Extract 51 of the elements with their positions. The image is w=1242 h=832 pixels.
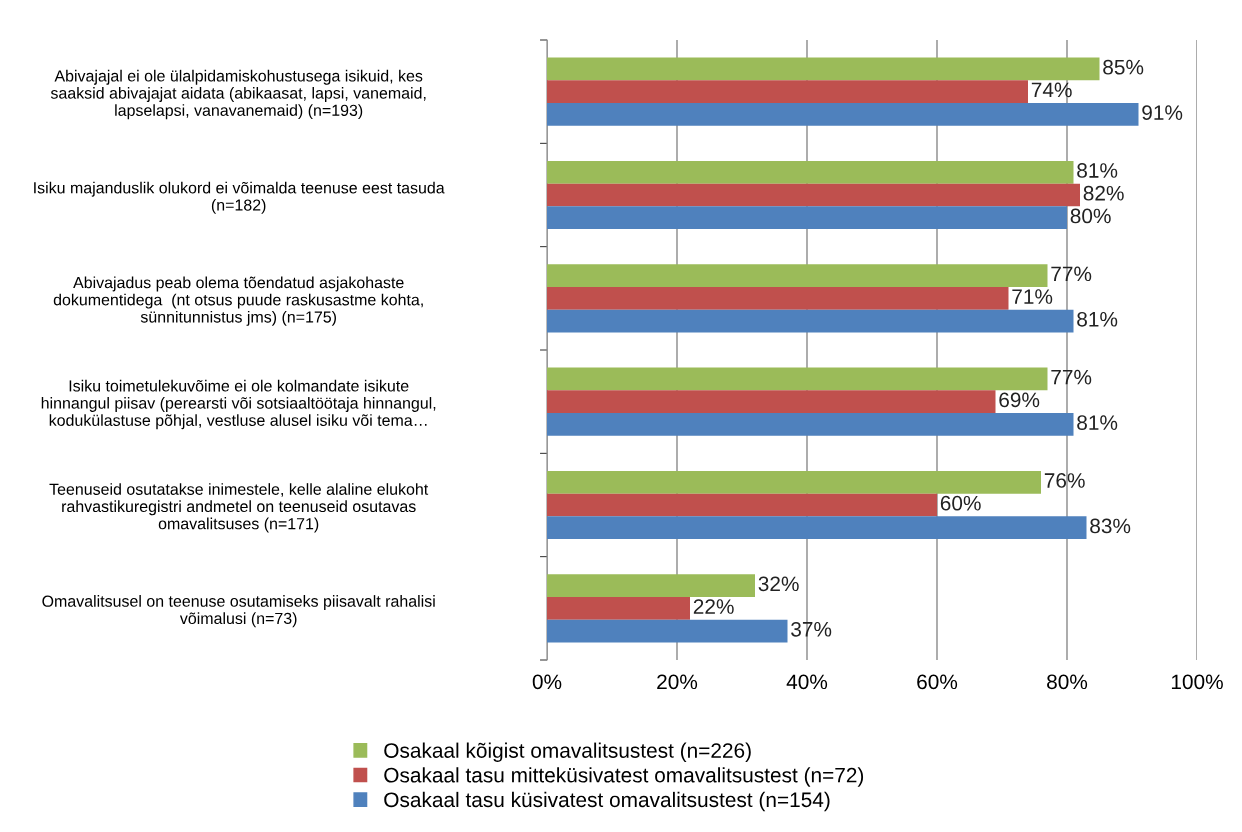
data-label: 71% bbox=[1012, 289, 1053, 304]
bar bbox=[547, 367, 1048, 391]
bar bbox=[547, 80, 1028, 104]
y-tick-label: Abivajadus peab olema tõendatud asjakohaste dokumentidega (nt otsus puude raskusastme kohta, sünnitunnistus jms) (n=175) bbox=[53, 276, 423, 326]
data-label: 81% bbox=[1077, 311, 1118, 327]
data-label: 74% bbox=[1031, 82, 1072, 98]
bar bbox=[547, 183, 1080, 207]
bar bbox=[547, 574, 755, 597]
data-label: 60% bbox=[940, 495, 981, 511]
bar bbox=[547, 160, 1074, 184]
data-label: 82% bbox=[1083, 185, 1124, 201]
legend-label: Osakaal kõigist omavalitsustest (n=226) bbox=[384, 742, 751, 763]
y-tick-label: Abivajajal ei ole ülalpidamiskohustusega isikuid, kes saaksid abivajajat aidata (abikaasat, lapsi, vanemaid, lapselapsi, vanavanemaid) (n=193) bbox=[50, 69, 426, 120]
bar bbox=[547, 286, 1009, 310]
x-tick-label: 80% bbox=[1047, 674, 1088, 690]
x-tick-label: 0% bbox=[532, 674, 562, 690]
bar bbox=[547, 103, 1139, 126]
data-label: 22% bbox=[693, 599, 734, 614]
y-tick-label: Isiku toimetulekuvõime ei ole kolmandate isikute hinnangul piisav (perearsti või sotsiaaltöötaja hinnangul, kodukülastuse põhjal, vestluse alusel isiku või tema… bbox=[41, 379, 436, 430]
bar bbox=[547, 413, 1074, 436]
data-label: 81% bbox=[1077, 415, 1118, 430]
data-label: 81% bbox=[1077, 163, 1118, 178]
bar bbox=[547, 516, 1087, 540]
legend-label: Osakaal tasu küsivatest omavalitsustest (n=154) bbox=[384, 791, 830, 812]
bar bbox=[547, 206, 1067, 230]
data-label: 32% bbox=[758, 576, 799, 592]
y-tick-label: Omavalitsusel on teenuse osutamiseks piisavalt rahalisi võimalusi (n=73) bbox=[42, 595, 435, 628]
x-tick-label: 100% bbox=[1171, 674, 1223, 690]
y-tick-label: Teenuseid osutatakse inimestele, kelle alaline elukoht rahvastikuregistri andmetel on teenuseid osutavas omavalitsuses (n=171) bbox=[49, 483, 429, 533]
data-label: 76% bbox=[1044, 473, 1085, 488]
bar bbox=[547, 390, 996, 414]
bar bbox=[547, 57, 1100, 81]
data-label: 80% bbox=[1070, 208, 1111, 224]
bar bbox=[547, 493, 937, 517]
data-label: 85% bbox=[1103, 59, 1144, 75]
bar bbox=[547, 309, 1074, 333]
x-tick-label: 60% bbox=[917, 674, 958, 690]
x-tick-label: 20% bbox=[657, 674, 698, 690]
data-label: 77% bbox=[1051, 266, 1092, 282]
bar bbox=[547, 264, 1048, 287]
y-tick-label: Isiku majanduslik olukord ei võimalda teenuse eest tasuda (n=182) bbox=[34, 181, 445, 214]
data-label: 37% bbox=[791, 621, 832, 637]
bar bbox=[547, 470, 1041, 494]
data-label: 91% bbox=[1142, 105, 1183, 120]
x-tick-label: 40% bbox=[786, 674, 828, 690]
bar bbox=[547, 596, 690, 620]
data-label: 69% bbox=[999, 392, 1040, 408]
data-label: 83% bbox=[1090, 518, 1131, 534]
bar bbox=[547, 619, 788, 643]
data-label: 77% bbox=[1051, 369, 1092, 385]
legend-label: Osakaal tasu mitteküsivatest omavalitsustest (n=72) bbox=[384, 767, 864, 787]
